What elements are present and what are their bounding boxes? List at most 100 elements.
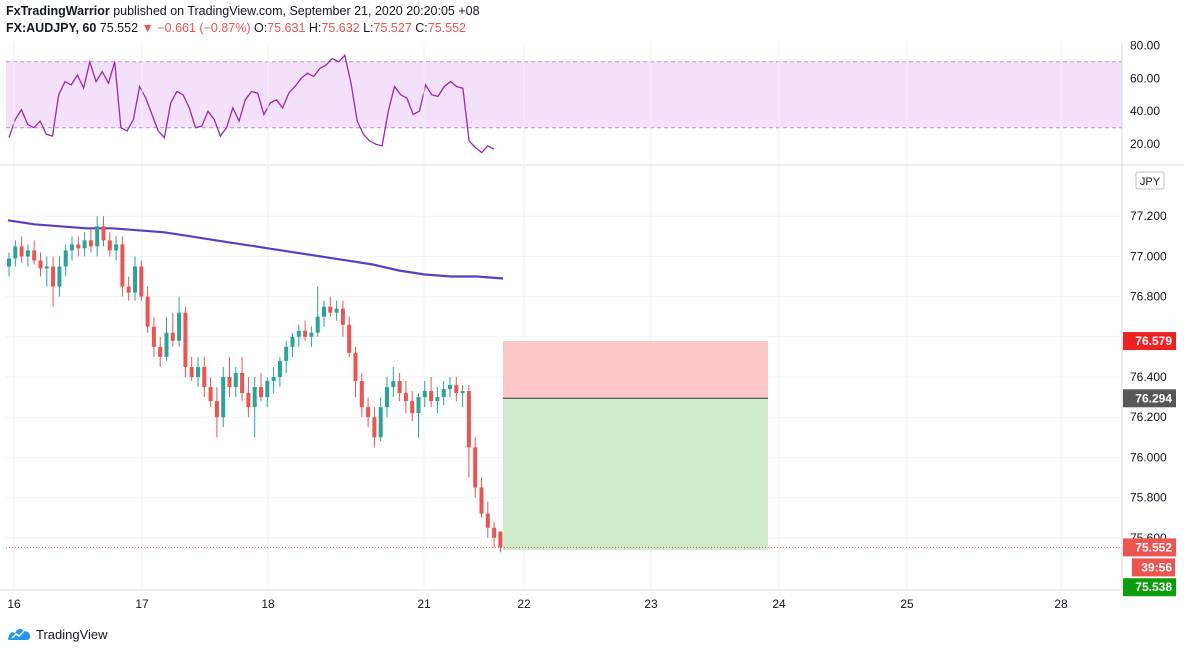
candle-body [170, 332, 175, 341]
candle [492, 521, 497, 548]
candle-body [196, 366, 200, 377]
stop-loss-tag [1123, 332, 1176, 351]
candle-body [328, 306, 333, 313]
candle-body [202, 366, 207, 388]
entry-tag [1123, 389, 1176, 408]
candle-body [88, 240, 93, 247]
candle [57, 256, 62, 297]
candle [271, 366, 276, 394]
candle [38, 252, 43, 277]
stop-loss-zone [503, 341, 768, 399]
candle [265, 377, 270, 408]
candle [416, 393, 421, 438]
candle [403, 381, 408, 414]
candle [410, 391, 415, 422]
candle [196, 356, 200, 388]
candle-body [44, 266, 49, 269]
candle-body [416, 397, 421, 414]
candle-body [19, 246, 24, 257]
low-value: 75.527 [373, 21, 412, 35]
time-tick-label: 23 [644, 597, 658, 611]
candle [448, 377, 452, 398]
candle-body [340, 308, 345, 325]
axes: 80.00 60.00 40.00 20.00 JPY 77.200 77.000 76.80… [0, 38, 1176, 611]
rsi-tick-label: 40.00 [1130, 104, 1160, 118]
author-name[interactable]: FxTradingWarrior [6, 4, 110, 18]
countdown-tag [1132, 558, 1175, 577]
currency-label: JPY [1140, 176, 1161, 188]
moving-average-line [7, 219, 504, 280]
candle-body [385, 387, 389, 408]
candle [359, 372, 364, 418]
price-panel [6, 42, 1122, 588]
candle [101, 216, 106, 247]
candle [95, 216, 100, 257]
candle-body [158, 346, 163, 357]
candle [334, 300, 339, 321]
candle [88, 228, 93, 253]
candle [353, 346, 358, 398]
candle-body [221, 377, 226, 418]
candle [7, 252, 11, 277]
candle [151, 316, 156, 357]
candle-body [120, 244, 125, 287]
candle-body [391, 381, 396, 388]
target-tag-label: 75.538 [1135, 580, 1172, 594]
time-tick-label: 24 [772, 597, 786, 611]
candle [51, 256, 56, 307]
candle-body [397, 381, 402, 394]
price-change: ▼ −0.661 (−0.87%) [141, 21, 251, 35]
candle [322, 300, 326, 327]
candle-body [139, 266, 144, 297]
candle [126, 276, 131, 301]
candle [479, 477, 484, 518]
candle-body [126, 286, 131, 293]
candle-body [233, 372, 238, 388]
time-tick-label: 17 [135, 597, 149, 611]
candle-body [259, 387, 263, 398]
published-text: published on TradingView.com, September … [113, 4, 480, 18]
time-tick-label: 16 [7, 597, 21, 611]
candle [296, 324, 301, 347]
candle [32, 240, 37, 265]
candle-body [309, 332, 314, 337]
last-price-tag-label: 75.552 [1135, 540, 1172, 554]
candle [454, 377, 459, 402]
symbol-name[interactable]: FX:AUDJPY, 60 [6, 21, 97, 35]
candle [340, 300, 345, 337]
candle-body [359, 381, 364, 408]
candle-body [189, 366, 194, 377]
candle-body [353, 352, 358, 382]
low-label: L: [363, 21, 374, 35]
time-tick-label: 18 [261, 597, 275, 611]
tradingview-brand: TradingView [36, 626, 108, 642]
candle-body [95, 226, 100, 247]
candle [240, 356, 245, 402]
candle [498, 531, 503, 553]
candle [378, 397, 383, 442]
last-price-tag [1123, 538, 1176, 557]
candle [70, 236, 74, 261]
candle-body [271, 377, 276, 382]
candle [328, 296, 333, 317]
rsi-line [8, 53, 495, 154]
time-tick-label: 25 [900, 597, 914, 611]
candle-body [403, 393, 408, 402]
candle [435, 387, 440, 414]
candle [202, 356, 207, 398]
candle-body [177, 312, 182, 341]
candle-body [296, 330, 301, 337]
close-value: 75.552 [427, 21, 466, 35]
candle-body [70, 244, 74, 251]
tradingview-footer[interactable]: TradingView [6, 626, 108, 642]
candle-body [454, 385, 459, 394]
entry-tag-label: 76.294 [1135, 391, 1172, 405]
candle-body [429, 391, 434, 402]
candle-body [7, 258, 11, 267]
candle [347, 316, 352, 357]
countdown-tag-label: 39:56 [1141, 560, 1172, 574]
candle [44, 256, 49, 287]
candle-body [246, 393, 251, 408]
candle [145, 286, 150, 333]
